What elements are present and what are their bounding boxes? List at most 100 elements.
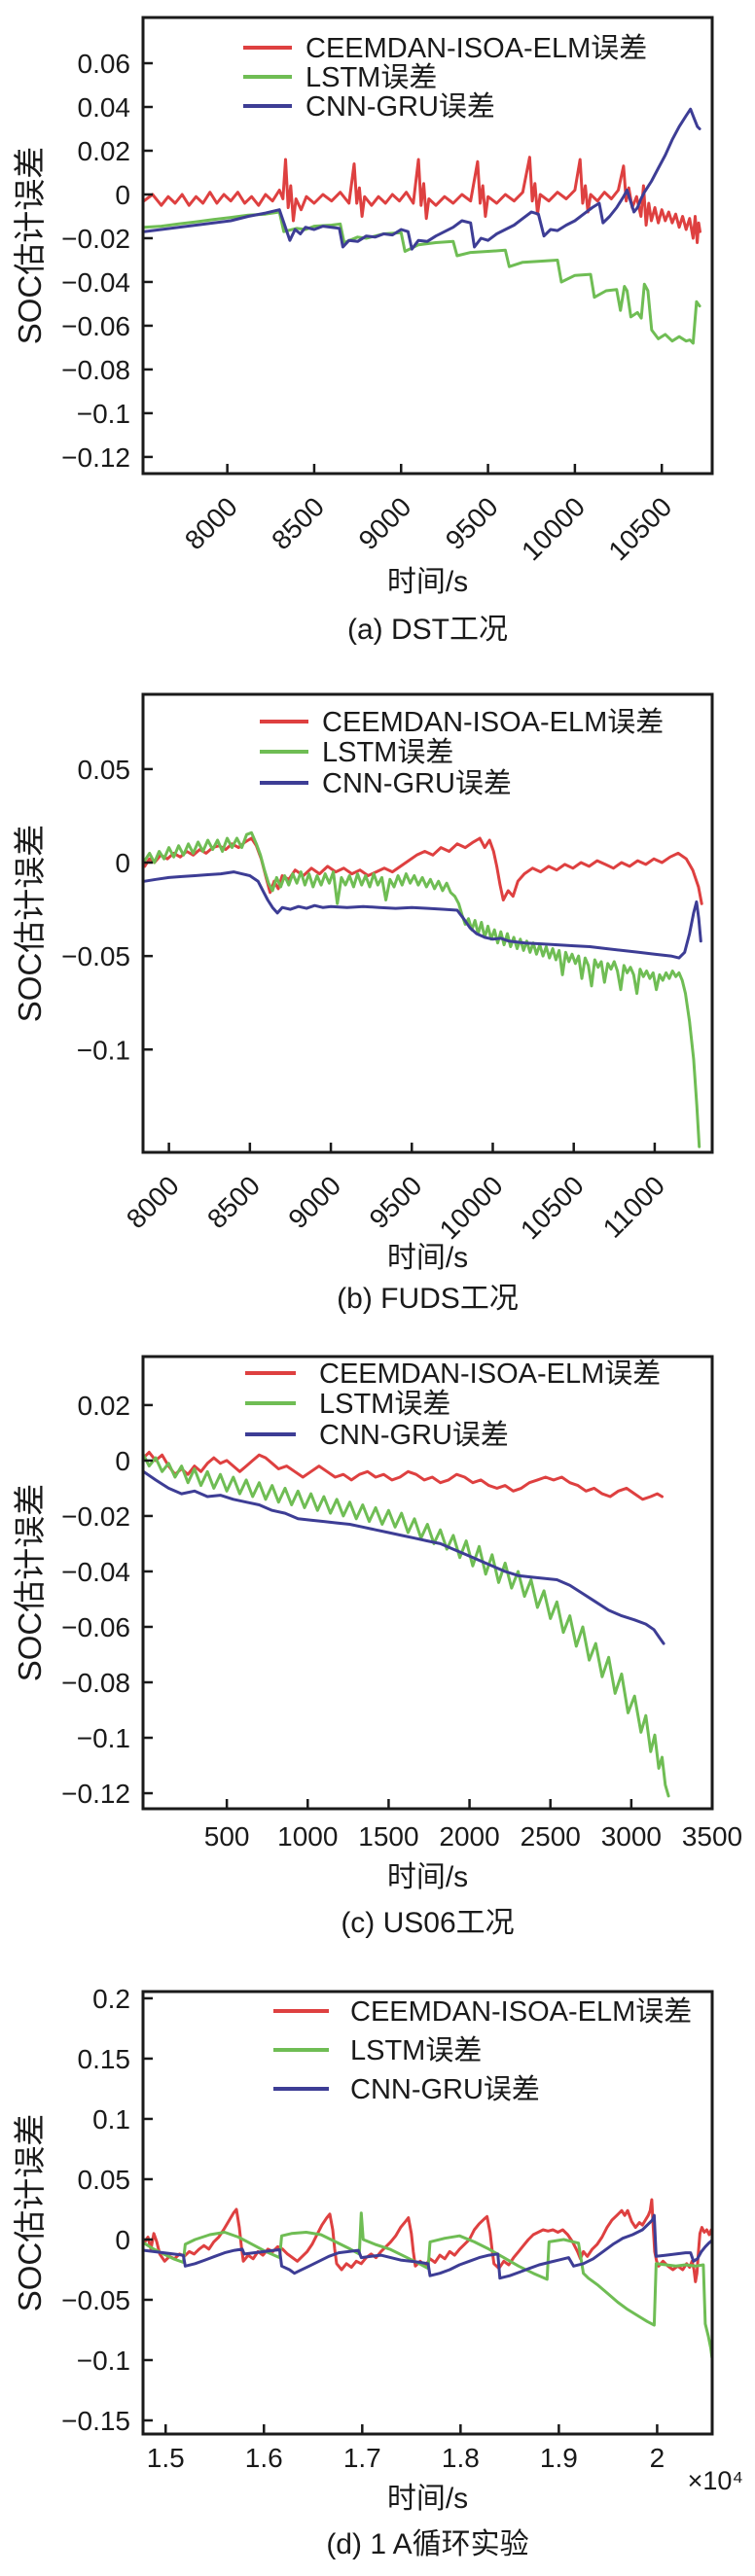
series-line-1 — [143, 210, 701, 345]
plot-box — [141, 1355, 714, 1811]
x-axis-label: 时间/s — [387, 2483, 468, 2515]
plot-box — [141, 692, 714, 1154]
chart-b-fuds: 8000 8500 9000 9500 10000 10500 11000 0.05 0 −0.0… — [0, 671, 755, 1340]
legend-label-0: CEEMDAN-ISOA-ELM误差 — [306, 32, 647, 64]
legend-label-1: LSTM误差 — [322, 736, 453, 768]
x-tick-label: 10000 — [516, 491, 591, 566]
y-tick-label: −0.08 — [61, 1668, 130, 1698]
y-axis-label: SOC估计误差 — [12, 2114, 48, 2312]
y-tick-label: 0 — [115, 848, 130, 878]
x-tick-label: 3500 — [682, 1821, 742, 1852]
x-tick-label: 1.6 — [245, 2443, 283, 2473]
y-tick-label: −0.05 — [61, 941, 130, 971]
y-tick-label: −0.1 — [77, 2346, 130, 2376]
plot-box — [141, 16, 714, 476]
plot-box — [141, 1990, 714, 2436]
series-line-2 — [143, 2213, 712, 2280]
y-tick-label: −0.06 — [61, 311, 130, 341]
x-tick-label: 10500 — [515, 1170, 590, 1245]
x-tick-label: 1.9 — [540, 2443, 578, 2473]
chart-a-dst: 8000 8500 9000 9500 10000 10500 0.06 0.04 0.02 0 −… — [0, 0, 755, 671]
x-tick-label: 11000 — [597, 1170, 671, 1244]
legend-label-2: CNN-GRU误差 — [319, 1419, 509, 1451]
y-tick-label: −0.06 — [61, 1612, 130, 1642]
y-tick-label: −0.04 — [61, 267, 130, 298]
panel-caption: (d) 1 A循环实验 — [326, 2528, 528, 2560]
series-line-0 — [143, 156, 701, 244]
x-tick-label: 500 — [204, 1821, 250, 1852]
x-tick-label: 1.7 — [343, 2443, 381, 2473]
y-tick-label: 0.1 — [92, 2104, 130, 2135]
y-tick-label: −0.1 — [77, 399, 130, 429]
panel-b-fuds: 8000 8500 9000 9500 10000 10500 11000 0.05 0 −0.0… — [0, 671, 755, 1340]
x-tick-label: 9000 — [353, 491, 417, 555]
series-line-0 — [143, 836, 703, 905]
y-tick-label: −0.12 — [61, 1779, 130, 1809]
y-tick-label: −0.15 — [61, 2406, 130, 2436]
y-tick-label: 0 — [115, 1446, 130, 1476]
series-line-1 — [143, 2211, 712, 2359]
legend-label-0: CEEMDAN-ISOA-ELM误差 — [350, 1995, 692, 2028]
series-line-1 — [143, 1453, 670, 1798]
x-tick-label: 8500 — [266, 491, 330, 555]
y-tick-label: 0 — [115, 2225, 130, 2255]
x-tick-label: 10000 — [434, 1170, 509, 1245]
x-tick-label: 2 — [650, 2443, 665, 2473]
chart-svg-0: 8000 8500 9000 9500 10000 10500 0.06 0.04 0.02 0 −… — [12, 16, 714, 646]
legend-label-2: CNN-GRU误差 — [306, 90, 495, 123]
y-tick-label: −0.1 — [77, 1723, 130, 1753]
y-tick-label: 0.02 — [78, 1391, 131, 1421]
x-tick-label: 9000 — [282, 1170, 346, 1234]
legend-label-2: CNN-GRU误差 — [322, 767, 512, 799]
chart-d-cycle: 1.5 1.6 1.7 1.8 1.9 2 0.2 0.15 0.1 0.05 0 −0.05 −0.1… — [0, 1986, 755, 2576]
y-axis-label: SOC估计误差 — [12, 147, 48, 345]
y-axis-label: SOC估计误差 — [12, 1484, 48, 1682]
y-tick-label: −0.12 — [61, 442, 130, 473]
series-line-2 — [143, 1469, 665, 1645]
chart-svg-3: 1.5 1.6 1.7 1.8 1.9 2 0.2 0.15 0.1 0.05 0 −0.05 −0.1… — [12, 1986, 743, 2560]
x-tick-label: 9500 — [364, 1170, 428, 1234]
panel-c-us06: 500 1000 1500 2000 2500 3000 3500 0.02 0 −0.02 −0.… — [0, 1340, 755, 1986]
x-tick-label: 1000 — [277, 1821, 338, 1852]
y-tick-label: 0 — [115, 180, 130, 210]
legend-label-2: CNN-GRU误差 — [350, 2073, 540, 2105]
series-line-2 — [143, 870, 702, 960]
x-tick-label: 3000 — [601, 1821, 662, 1852]
panel-caption: (b) FUDS工况 — [337, 1283, 519, 1315]
legend-label-1: LSTM误差 — [350, 2034, 482, 2066]
legend-label-0: CEEMDAN-ISOA-ELM误差 — [319, 1358, 661, 1390]
x-tick-label: 1.5 — [147, 2443, 185, 2473]
y-axis-label: SOC估计误差 — [12, 825, 48, 1023]
y-tick-label: −0.1 — [77, 1035, 130, 1065]
panel-d-cycle: 1.5 1.6 1.7 1.8 1.9 2 0.2 0.15 0.1 0.05 0 −0.05 −0.1… — [0, 1986, 755, 2576]
y-tick-label: 0.15 — [78, 2044, 131, 2074]
x-tick-label: 10500 — [602, 491, 677, 566]
y-tick-label: −0.02 — [61, 1501, 130, 1532]
panel-caption: (a) DST工况 — [347, 614, 508, 646]
x-axis-multiplier: ×10⁴ — [688, 2466, 743, 2495]
y-tick-label: 0.05 — [78, 2165, 131, 2195]
x-tick-label: 1.8 — [442, 2443, 480, 2473]
y-tick-label: −0.08 — [61, 355, 130, 385]
x-axis-label: 时间/s — [387, 566, 468, 598]
x-axis-label: 时间/s — [387, 1861, 468, 1893]
series-line-1 — [143, 830, 701, 1148]
x-tick-label: 2000 — [439, 1821, 499, 1852]
x-tick-label: 1500 — [358, 1821, 418, 1852]
panel-a-dst: 8000 8500 9000 9500 10000 10500 0.06 0.04 0.02 0 −… — [0, 0, 755, 671]
x-tick-label: 9500 — [440, 491, 504, 555]
x-tick-label: 8000 — [179, 491, 243, 555]
legend-label-1: LSTM误差 — [306, 61, 437, 93]
y-tick-label: −0.04 — [61, 1557, 130, 1587]
y-tick-label: −0.05 — [61, 2285, 130, 2315]
y-tick-label: 0.02 — [78, 136, 131, 166]
y-tick-label: 0.2 — [92, 1986, 130, 2014]
legend-label-0: CEEMDAN-ISOA-ELM误差 — [322, 706, 664, 738]
series-line-2 — [143, 107, 701, 251]
series-line-0 — [143, 1450, 664, 1501]
y-tick-label: −0.02 — [61, 224, 130, 254]
x-tick-label: 8500 — [201, 1170, 266, 1234]
chart-svg-1: 8000 8500 9000 9500 10000 10500 11000 0.05 0 −0.0… — [12, 692, 714, 1315]
x-tick-label: 8000 — [121, 1170, 185, 1234]
